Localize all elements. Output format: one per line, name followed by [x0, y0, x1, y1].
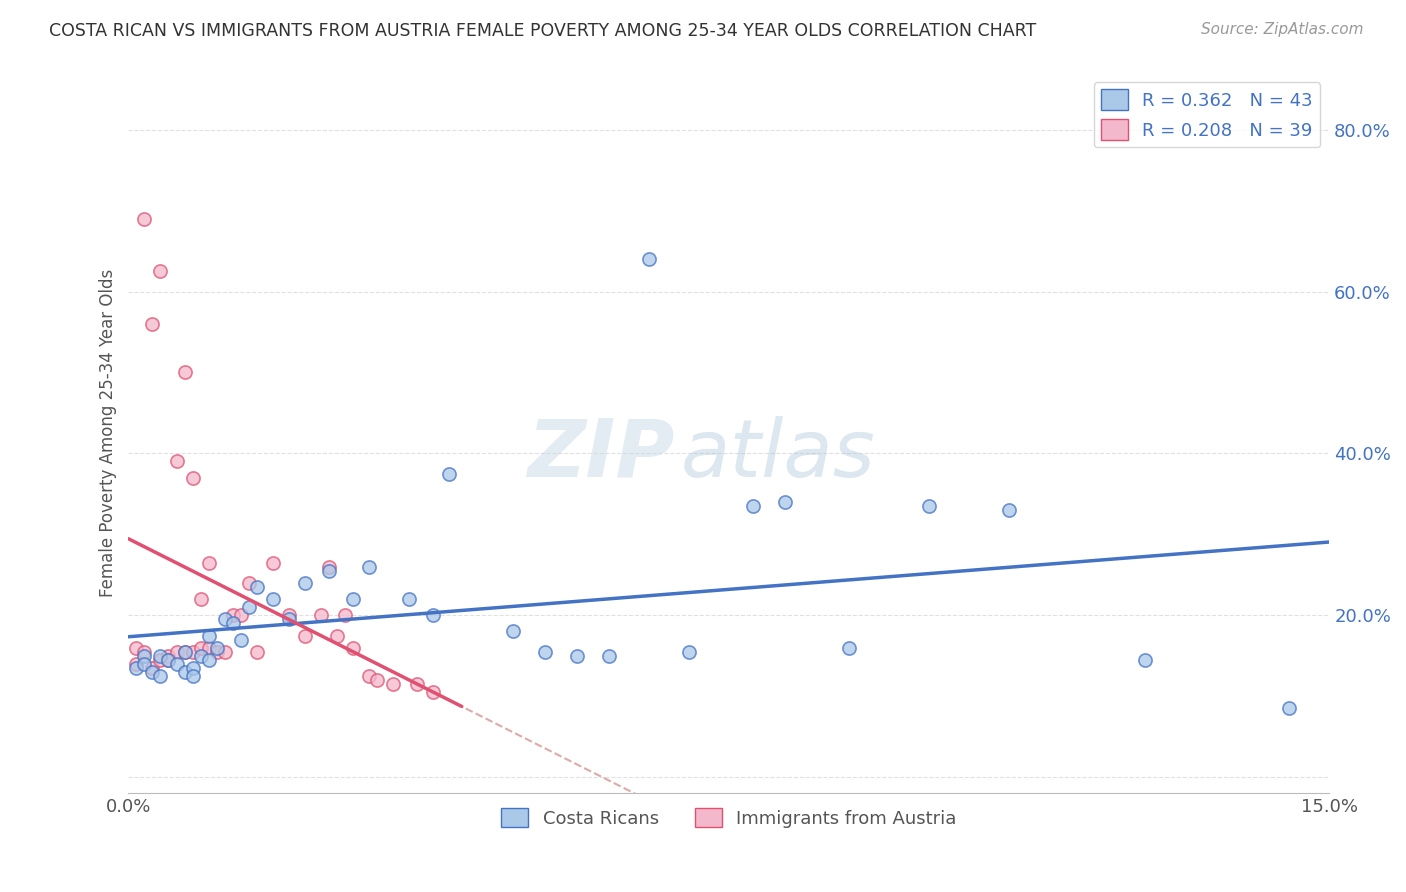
Point: [381, 677, 404, 691]
Point: [125, 657, 148, 671]
Point: [245, 580, 267, 594]
Point: [197, 556, 219, 570]
Point: [773, 495, 796, 509]
Point: [197, 628, 219, 642]
Point: [149, 264, 172, 278]
Point: [1133, 653, 1156, 667]
Point: [149, 648, 172, 663]
Legend: Costa Ricans, Immigrants from Austria: Costa Ricans, Immigrants from Austria: [494, 801, 965, 835]
Point: [277, 608, 299, 623]
Point: [134, 648, 156, 663]
Point: [125, 640, 148, 655]
Text: COSTA RICAN VS IMMIGRANTS FROM AUSTRIA FEMALE POVERTY AMONG 25-34 YEAR OLDS CORR: COSTA RICAN VS IMMIGRANTS FROM AUSTRIA F…: [49, 22, 1036, 40]
Point: [422, 608, 444, 623]
Point: [181, 669, 204, 683]
Point: [134, 645, 156, 659]
Point: [190, 640, 212, 655]
Point: [214, 612, 236, 626]
Point: [166, 657, 188, 671]
Point: [173, 665, 195, 679]
Point: [134, 211, 156, 226]
Point: [173, 645, 195, 659]
Point: [405, 677, 427, 691]
Point: [197, 653, 219, 667]
Point: [838, 640, 860, 655]
Point: [357, 559, 380, 574]
Point: [277, 612, 299, 626]
Point: [309, 608, 332, 623]
Point: [238, 575, 260, 590]
Point: [229, 608, 252, 623]
Point: [173, 645, 195, 659]
Point: [190, 592, 212, 607]
Point: [238, 600, 260, 615]
Point: [141, 661, 163, 675]
Point: [262, 556, 284, 570]
Point: [1278, 701, 1301, 715]
Text: atlas: atlas: [681, 416, 876, 494]
Point: [637, 252, 659, 267]
Point: [181, 661, 204, 675]
Point: [741, 499, 763, 513]
Point: [166, 645, 188, 659]
Point: [141, 317, 163, 331]
Point: [214, 645, 236, 659]
Point: [325, 628, 347, 642]
Point: [598, 648, 620, 663]
Point: [333, 608, 356, 623]
Point: [294, 628, 316, 642]
Point: [357, 669, 380, 683]
Point: [141, 665, 163, 679]
Point: [181, 645, 204, 659]
Point: [533, 645, 555, 659]
Point: [173, 366, 195, 380]
Point: [294, 575, 316, 590]
Point: [157, 648, 180, 663]
Text: Source: ZipAtlas.com: Source: ZipAtlas.com: [1201, 22, 1364, 37]
Point: [678, 645, 700, 659]
Point: [197, 640, 219, 655]
Point: [181, 471, 204, 485]
Point: [437, 467, 460, 481]
Point: [318, 564, 340, 578]
Point: [398, 592, 420, 607]
Y-axis label: Female Poverty Among 25-34 Year Olds: Female Poverty Among 25-34 Year Olds: [100, 269, 117, 598]
Point: [318, 559, 340, 574]
Point: [565, 648, 588, 663]
Point: [229, 632, 252, 647]
Point: [366, 673, 388, 687]
Point: [166, 454, 188, 468]
Point: [221, 616, 243, 631]
Text: ZIP: ZIP: [527, 416, 675, 494]
Point: [245, 645, 267, 659]
Point: [190, 648, 212, 663]
Point: [157, 653, 180, 667]
Point: [262, 592, 284, 607]
Point: [221, 608, 243, 623]
Point: [205, 640, 228, 655]
Point: [918, 499, 941, 513]
Point: [342, 640, 364, 655]
Point: [205, 645, 228, 659]
Point: [157, 653, 180, 667]
Point: [134, 657, 156, 671]
Point: [149, 669, 172, 683]
Point: [342, 592, 364, 607]
Point: [422, 685, 444, 699]
Point: [125, 661, 148, 675]
Point: [149, 653, 172, 667]
Point: [502, 624, 524, 639]
Point: [998, 503, 1021, 517]
